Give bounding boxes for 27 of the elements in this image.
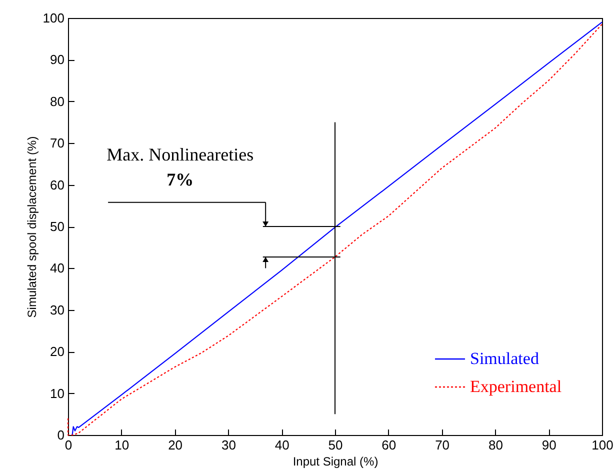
x-tick-label: 80: [488, 438, 503, 452]
y-axis-title: Simulated spool displacement (%): [24, 136, 39, 318]
x-tick-label: 30: [221, 438, 236, 452]
x-tick-label: 40: [274, 438, 290, 452]
x-tick-label: 90: [542, 438, 556, 452]
x-tick-label: 50: [328, 438, 343, 452]
annotation: 7%: [166, 170, 194, 190]
y-tick-label: 100: [42, 10, 64, 26]
y-tick-label: 70: [50, 136, 64, 151]
annotation: Max. Nonlineareties: [106, 144, 254, 165]
y-tick-label: 30: [50, 302, 64, 318]
x-tick-label: 10: [114, 438, 130, 452]
y-tick-label: 90: [50, 52, 64, 68]
y-tick-label: 60: [50, 177, 64, 192]
y-tick-label: 10: [50, 386, 64, 401]
y-tick-label: 40: [50, 260, 64, 276]
y-tick-label: 20: [50, 344, 64, 360]
y-tick-label: 0: [57, 428, 64, 442]
legend-label: Experimental: [470, 377, 562, 396]
y-tick-label: 50: [50, 219, 64, 234]
y-tick-label: 80: [50, 94, 64, 109]
legend-label: Simulated: [470, 349, 540, 368]
x-tick-label: 70: [435, 438, 450, 452]
x-tick-label: 60: [382, 438, 396, 452]
x-tick-label: 100: [592, 438, 614, 452]
x-axis-title: Input Signal (%): [292, 454, 378, 468]
x-tick-label: 20: [168, 438, 183, 452]
